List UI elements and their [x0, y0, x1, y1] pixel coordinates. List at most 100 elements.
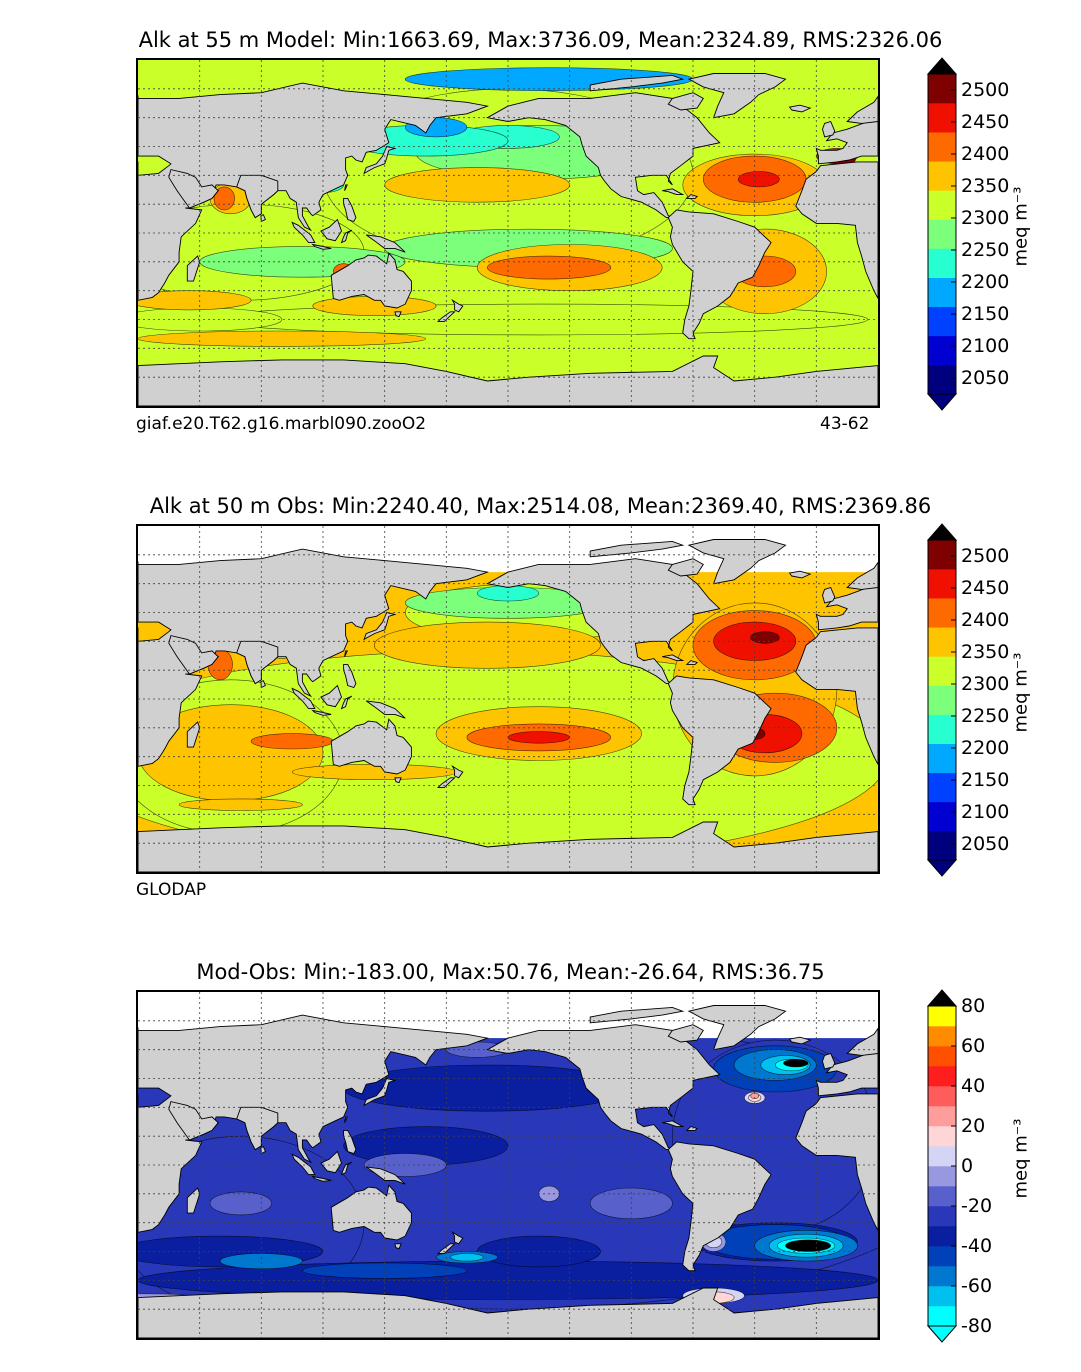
obs-land-philippines: [343, 663, 357, 689]
diff-colorbar-bin-1: [928, 1286, 956, 1307]
obs-colorbar-label-1: 2100: [961, 800, 1010, 823]
model-land-java: [311, 243, 332, 250]
diff-colorbar-bin-6: [928, 1186, 956, 1207]
model-land-madagascar: [186, 255, 201, 282]
model-colorbar-unit: meq m⁻³: [1010, 185, 1032, 267]
obs-land-sri-lanka: [260, 680, 266, 689]
diff-land-taiwan: [344, 1116, 349, 1123]
model-land-sulawesi: [340, 229, 353, 244]
diff-colorbar-bin-12: [928, 1066, 956, 1087]
diff-contour-28: [450, 1253, 484, 1262]
diff-contour-22: [219, 1253, 303, 1270]
obs-land-greenland: [687, 539, 787, 585]
diff-colorbar-label-4: 0: [961, 1154, 974, 1177]
model-colorbar-bin-2: [928, 306, 956, 337]
obs-land-arabia: [168, 635, 219, 675]
obs-colorbar-label-6: 2350: [961, 640, 1010, 663]
diff-land-philippines: [343, 1129, 357, 1155]
obs-land-scandinavia: [846, 561, 878, 590]
diff-colorbar-bin-13: [928, 1046, 956, 1067]
diff-land-australia: [330, 1184, 412, 1241]
model-land-hispaniola: [685, 194, 698, 199]
diff-land-europe-wrap: [815, 1049, 878, 1097]
diff-colorbar-over: [926, 989, 958, 1007]
diff-colorbar-bin-3: [928, 1246, 956, 1267]
obs-land-madagascar: [186, 721, 201, 748]
diff-colorbar-bin-2: [928, 1266, 956, 1287]
diff-colorbar-bin-0: [928, 1306, 956, 1327]
obs-land-eurasia-africa: [138, 548, 490, 767]
obs-colorbar-bin-2: [928, 772, 956, 803]
obs-land-new-zealand-north: [451, 765, 464, 779]
diff-colorbar-label-2: -40: [961, 1234, 993, 1257]
model-colorbar-bin-0: [928, 364, 956, 395]
model-colorbar-label-9: 2500: [961, 78, 1010, 101]
obs-contour-20: [750, 631, 780, 644]
model-colorbar-label-3: 2200: [961, 270, 1010, 293]
model-land-cuba: [662, 188, 685, 196]
obs-land-canada-arctic-islands: [589, 540, 685, 558]
diff-colorbar-bin-15: [928, 1006, 956, 1027]
obs-colorbar-label-0: 2050: [961, 832, 1010, 855]
obs-colorbar-label-4: 2250: [961, 704, 1010, 727]
obs-land-baffin-island: [667, 558, 704, 577]
model-contour-17: [138, 330, 427, 347]
diff-colorbar-label-7: 60: [961, 1034, 986, 1057]
model-colorbar-bin-8: [928, 132, 956, 162]
model-land-japan: [363, 145, 397, 175]
obs-gridlines: [138, 526, 878, 872]
diff-colorbar-unit: meq m⁻³: [1010, 1117, 1032, 1199]
obs-land-hispaniola: [685, 660, 698, 665]
obs-contour-3: [373, 621, 601, 669]
obs-land-australia: [330, 718, 412, 775]
model-land-scandinavia: [846, 95, 878, 124]
obs-colorbar-bin-9: [928, 569, 956, 599]
model-land-iceland: [788, 104, 812, 113]
model-colorbar-bin-6: [928, 190, 956, 220]
diff-land-canada-arctic-islands: [589, 1006, 685, 1024]
obs-colorbar-frame: [927, 539, 957, 861]
obs-map-svg: [138, 526, 878, 872]
model-land-new-zealand-north: [451, 299, 464, 313]
diff-contour-34: [785, 1239, 832, 1252]
obs-land-tasmania: [394, 777, 402, 784]
obs-land-borneo: [320, 684, 342, 708]
obs-colorbar-bin-5: [928, 685, 956, 715]
model-colorbar-bin-4: [928, 248, 956, 278]
obs-land-new-guinea: [365, 700, 406, 719]
diff-colorbar-under: [926, 1325, 958, 1343]
model-land-canada-arctic-islands: [589, 74, 685, 92]
obs-land-sulawesi: [340, 695, 353, 710]
diff-land-north-america: [486, 1024, 721, 1151]
diff-colorbar-bin-8: [928, 1146, 956, 1167]
diff-land-greenland: [687, 1005, 787, 1051]
model-land-eurasia-africa: [138, 82, 490, 301]
obs-land-north-america: [486, 558, 721, 685]
diff-map: [136, 990, 880, 1340]
diff-colorbar-bin-14: [928, 1026, 956, 1047]
diff-colorbar-label-5: 20: [961, 1114, 986, 1137]
obs-contour-15: [250, 733, 334, 750]
model-land-australia: [330, 252, 412, 309]
model-colorbar-svg: [926, 57, 958, 411]
model-contour-22: [487, 255, 612, 280]
model-map-svg: [138, 60, 878, 406]
diff-contour-11: [209, 1191, 272, 1216]
obs-map: [136, 524, 880, 874]
model-colorbar-label-7: 2400: [961, 142, 1010, 165]
diff-land-sri-lanka: [260, 1146, 266, 1155]
model-land-philippines: [343, 197, 357, 223]
diff-colorbar-label-6: 40: [961, 1074, 986, 1097]
diff-contour-35: [783, 1058, 809, 1068]
model-case-label: giaf.e20.T62.g16.marbl090.zooO2: [136, 414, 427, 434]
model-colorbar-bin-5: [928, 219, 956, 249]
diff-land: [138, 1005, 878, 1338]
obs-land-iceland: [788, 570, 812, 579]
diff-colorbar-label-3: -20: [961, 1194, 993, 1217]
diff-colorbar-label-0: -80: [961, 1314, 993, 1337]
model-land-taiwan: [344, 184, 349, 191]
obs-land: [138, 539, 878, 872]
diff-colorbar-bin-4: [928, 1226, 956, 1247]
model-gridlines: [138, 60, 878, 406]
diff-land-arabia: [168, 1101, 219, 1141]
